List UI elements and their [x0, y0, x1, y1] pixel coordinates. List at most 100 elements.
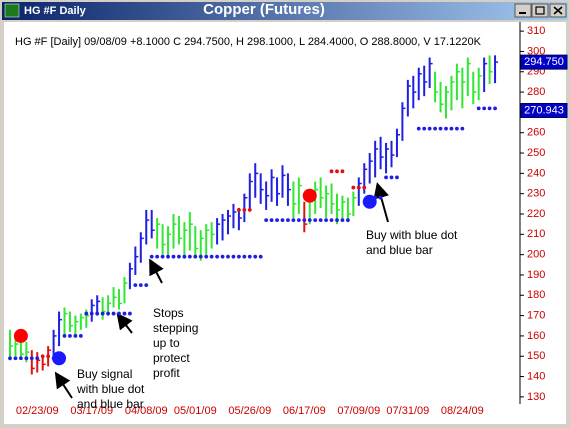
- stop-dot: [13, 356, 18, 361]
- stop-dot: [231, 254, 236, 259]
- signal-dot: [362, 194, 377, 209]
- annotation: Stops: [153, 306, 184, 320]
- stop-dot: [209, 254, 214, 259]
- stop-dot: [362, 185, 367, 190]
- window-buttons[interactable]: [514, 3, 567, 18]
- stop-dot: [8, 356, 12, 361]
- stop-dot: [318, 218, 323, 222]
- price-label-box: [520, 54, 568, 70]
- stop-dot: [127, 311, 132, 316]
- chart-title: Copper (Futures): [203, 1, 325, 18]
- stop-dot: [269, 218, 274, 222]
- annotation: profit: [153, 366, 180, 380]
- stop-dot: [68, 334, 72, 338]
- y-tick-label: 220: [527, 208, 545, 220]
- x-tick-label: 05/01/09: [174, 405, 217, 417]
- stop-dot: [313, 218, 318, 222]
- signal-dot: [13, 328, 28, 343]
- stop-dot: [460, 126, 465, 131]
- stop-dot: [111, 311, 116, 316]
- stop-dot: [187, 254, 192, 259]
- stop-dot: [247, 254, 252, 259]
- stop-dot: [422, 126, 427, 131]
- chart-area: [4, 22, 566, 424]
- arrow: [373, 182, 389, 223]
- y-tick-label: 200: [527, 249, 545, 261]
- y-tick-label: 170: [527, 310, 545, 322]
- y-tick-label: 150: [527, 350, 545, 362]
- annotation: protect: [153, 351, 190, 365]
- title-bar: [2, 2, 568, 20]
- stop-dot: [487, 106, 492, 111]
- stop-dot: [117, 311, 121, 316]
- stop-dot: [291, 218, 296, 222]
- x-tick-label: 07/09/09: [337, 405, 380, 417]
- stop-dot: [444, 126, 448, 131]
- annotation: and blue bar: [77, 397, 144, 411]
- stop-dot: [335, 169, 339, 174]
- stop-dot: [144, 283, 149, 288]
- stop-dot: [433, 126, 437, 131]
- stop-dot: [280, 218, 285, 222]
- x-tick-label: 06/17/09: [283, 405, 326, 417]
- stop-dot: [296, 218, 301, 222]
- stop-dot: [122, 311, 127, 316]
- stop-dot: [149, 254, 154, 259]
- stop-dot: [40, 354, 45, 359]
- stop-dot: [275, 218, 279, 222]
- stop-dot: [455, 126, 459, 131]
- stop-dot: [35, 356, 40, 361]
- stop-dot: [215, 254, 220, 259]
- stop-dot: [237, 208, 241, 212]
- annotation-arrows: [54, 182, 389, 399]
- stop-dot: [237, 254, 241, 259]
- stop-dot: [46, 354, 51, 359]
- stop-dot: [89, 311, 94, 316]
- arrow: [116, 312, 133, 334]
- stop-dot: [166, 254, 170, 259]
- stop-dot: [324, 218, 328, 222]
- stop-dot: [193, 254, 198, 259]
- stop-dot: [242, 254, 247, 259]
- window-title: HG #F Daily: [24, 5, 87, 17]
- stop-dot: [329, 218, 334, 222]
- stop-dot: [449, 126, 454, 131]
- x-tick-label: 04/08/09: [125, 405, 168, 417]
- annotation: stepping: [153, 321, 198, 335]
- annotation: Buy signal: [77, 367, 132, 381]
- stop-dot: [482, 106, 487, 111]
- x-tick-label: 03/17/09: [70, 405, 113, 417]
- y-tick-label: 250: [527, 147, 545, 159]
- stop-dot: [378, 195, 383, 200]
- stop-dot: [493, 106, 497, 111]
- annotation: and blue bar: [366, 243, 433, 257]
- stop-dot: [29, 356, 34, 361]
- price-label-box: [520, 102, 568, 118]
- x-tick-label: 02/23/09: [16, 405, 59, 417]
- stop-dot: [84, 311, 89, 316]
- stop-dot: [182, 254, 187, 259]
- stop-dot: [100, 311, 105, 316]
- stop-dot: [78, 334, 83, 338]
- stop-dot: [346, 218, 350, 222]
- stop-dot: [198, 254, 203, 259]
- annotation: Buy with blue dot: [366, 228, 458, 242]
- stop-dot: [356, 185, 361, 190]
- stop-dot: [307, 218, 312, 222]
- y-tick-label: 180: [527, 289, 545, 301]
- maximize-button[interactable]: [531, 3, 549, 18]
- annotation: with blue dot: [76, 382, 145, 396]
- stop-dot: [204, 254, 209, 259]
- stop-dot: [476, 106, 481, 111]
- stop-dot: [177, 254, 181, 259]
- y-tick-label: 140: [527, 370, 545, 382]
- x-tick-label: 07/31/09: [386, 405, 429, 417]
- stop-dot: [438, 126, 443, 131]
- minimize-button[interactable]: [514, 3, 532, 18]
- stop-dot: [351, 185, 356, 190]
- stop-dot: [19, 356, 23, 361]
- y-tick-label: 310: [527, 25, 545, 37]
- stop-dot: [286, 218, 290, 222]
- stop-dot: [242, 208, 247, 212]
